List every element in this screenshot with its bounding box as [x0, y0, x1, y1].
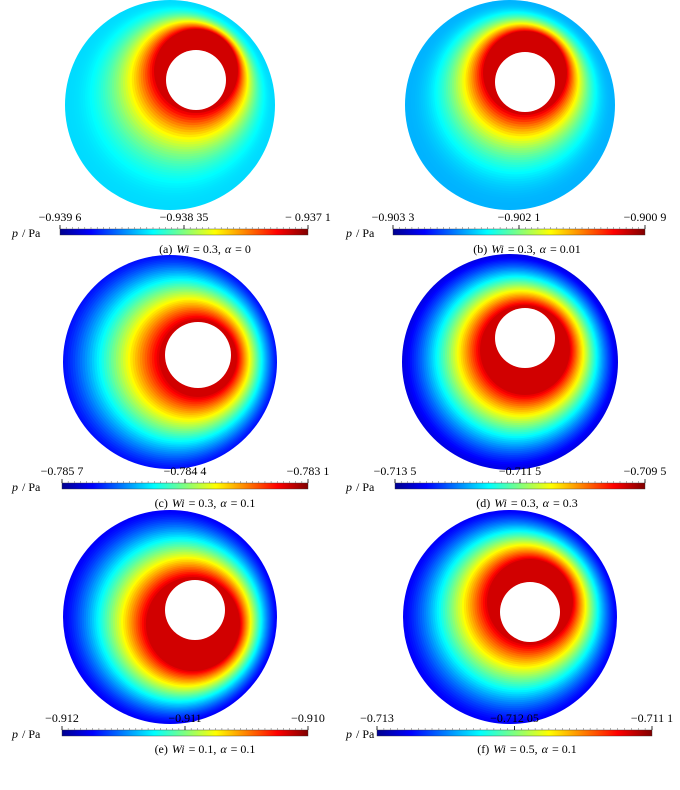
colorbar-tick-label: −0.902 1	[498, 210, 541, 224]
caption-part: Wi	[172, 496, 185, 510]
caption-part: Wi	[491, 242, 504, 256]
caption-part: (c)	[155, 496, 168, 510]
colorbar-tick-label: −0.910	[291, 711, 325, 725]
colorbar-tick-label: −0.709 5	[624, 464, 667, 478]
colorbar-tick-label: −0.911	[168, 711, 201, 725]
colorbar-tick-label: −0.912	[45, 711, 79, 725]
colorbar-label: p / Pa	[345, 727, 375, 741]
caption: (d) Wi = 0.3, α = 0.3	[476, 496, 578, 510]
caption-part: Wi	[172, 742, 185, 756]
hole	[166, 50, 226, 110]
caption-part: = 0.3,	[511, 496, 539, 510]
caption-part: Wi	[493, 742, 506, 756]
hole	[165, 580, 225, 640]
caption-part: (f)	[477, 742, 489, 756]
colorbar-label-part: / Pa	[22, 226, 41, 240]
hole	[165, 322, 231, 388]
caption-part: (d)	[476, 496, 490, 510]
caption: (f) Wi = 0.5, α = 0.1	[477, 742, 577, 756]
caption-part: α	[220, 742, 227, 756]
caption-part: = 0.5,	[510, 742, 538, 756]
colorbar	[376, 729, 653, 737]
colorbar-tick-label: −0.712 05	[490, 711, 539, 725]
colorbar	[394, 482, 646, 490]
caption-part: = 0.3,	[189, 496, 217, 510]
colorbar-label: p / Pa	[11, 226, 41, 240]
colorbar-label-part: / Pa	[356, 727, 375, 741]
colorbar-label-part: / Pa	[22, 480, 41, 494]
caption-part: α	[543, 496, 550, 510]
colorbar-tick-label: −0.711 1	[631, 711, 673, 725]
caption: (a) Wi = 0.3, α = 0	[159, 242, 251, 256]
caption-part: = 0.1	[231, 742, 256, 756]
colorbar-tick-label: −0.784 4	[164, 464, 207, 478]
caption-part: α	[225, 242, 232, 256]
caption-part: (e)	[155, 742, 168, 756]
colorbar-label-part: p	[345, 480, 352, 494]
caption-part: = 0.1	[552, 742, 577, 756]
colorbar-label-part: p	[345, 226, 352, 240]
caption-part: = 0.3,	[193, 242, 221, 256]
colorbar-tick-label: −0.711 5	[499, 464, 541, 478]
colorbar-tick-label: −0.785 7	[41, 464, 84, 478]
colorbar-label: p / Pa	[345, 480, 375, 494]
colorbar-tick-label: − 0.937 1	[285, 210, 331, 224]
caption-part: Wi	[176, 242, 189, 256]
caption-part: α	[540, 242, 547, 256]
colorbar-tick-label: −0.900 9	[624, 210, 667, 224]
caption-part: α	[220, 496, 227, 510]
hole	[495, 308, 555, 368]
colorbar-label-part: p	[11, 480, 18, 494]
colorbar-label-part: p	[11, 727, 18, 741]
caption-part: = 0.01	[550, 242, 581, 256]
hole	[500, 582, 560, 642]
hole	[495, 52, 555, 112]
colorbar-tick-label: −0.713	[360, 711, 394, 725]
colorbar-label: p / Pa	[11, 727, 41, 741]
caption-part: = 0.3,	[508, 242, 536, 256]
colorbar-label-part: p	[345, 727, 352, 741]
caption: (c) Wi = 0.3, α = 0.1	[155, 496, 256, 510]
colorbar-tick-label: −0.783 1	[287, 464, 330, 478]
colorbar-label-part: / Pa	[22, 727, 41, 741]
colorbar-label: p / Pa	[11, 480, 41, 494]
caption-part: = 0	[235, 242, 251, 256]
colorbar	[392, 228, 646, 236]
colorbar-tick-label: −0.903 3	[372, 210, 415, 224]
colorbar-tick-label: −0.713 5	[374, 464, 417, 478]
colorbar-tick-label: −0.938 35	[160, 210, 209, 224]
caption-part: Wi	[494, 496, 507, 510]
colorbar-label: p / Pa	[345, 226, 375, 240]
colorbar-label-part: p	[11, 226, 18, 240]
caption: (e) Wi = 0.1, α = 0.1	[155, 742, 256, 756]
caption-part: (b)	[473, 242, 487, 256]
caption-part: = 0.1	[231, 496, 256, 510]
colorbar	[59, 228, 309, 236]
colorbar	[61, 482, 309, 490]
colorbar-label-part: / Pa	[356, 480, 375, 494]
caption: (b) Wi = 0.3, α = 0.01	[473, 242, 581, 256]
colorbar	[61, 729, 309, 737]
caption-part: = 0.3	[553, 496, 578, 510]
caption-part: α	[542, 742, 549, 756]
caption-part: (a)	[159, 242, 172, 256]
caption-part: = 0.1,	[189, 742, 217, 756]
colorbar-tick-label: −0.939 6	[39, 210, 82, 224]
colorbar-label-part: / Pa	[356, 226, 375, 240]
